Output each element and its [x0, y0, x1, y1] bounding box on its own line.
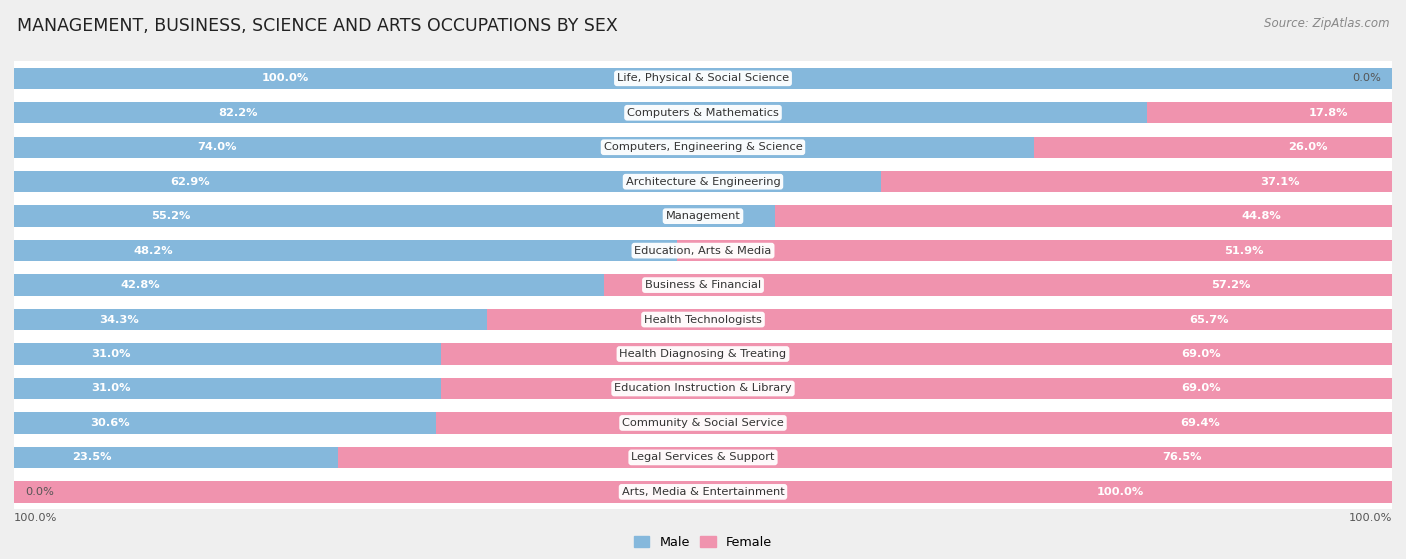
Bar	[14, 68, 1392, 89]
Text: Arts, Media & Entertainment: Arts, Media & Entertainment	[621, 487, 785, 497]
Text: 100.0%: 100.0%	[14, 513, 58, 523]
Text: 82.2%: 82.2%	[218, 108, 257, 118]
Text: 62.9%: 62.9%	[170, 177, 209, 187]
Text: 100.0%: 100.0%	[1097, 487, 1144, 497]
Bar	[14, 309, 486, 330]
Text: 42.8%: 42.8%	[120, 280, 160, 290]
Text: MANAGEMENT, BUSINESS, SCIENCE AND ARTS OCCUPATIONS BY SEX: MANAGEMENT, BUSINESS, SCIENCE AND ARTS O…	[17, 17, 617, 35]
Bar	[14, 337, 1392, 371]
Text: 69.4%: 69.4%	[1180, 418, 1220, 428]
Text: 100.0%: 100.0%	[262, 73, 309, 83]
Bar	[441, 378, 1392, 399]
Text: 65.7%: 65.7%	[1189, 315, 1229, 325]
Bar	[14, 274, 603, 296]
Text: Business & Financial: Business & Financial	[645, 280, 761, 290]
Text: 44.8%: 44.8%	[1241, 211, 1281, 221]
Text: 100.0%: 100.0%	[1348, 513, 1392, 523]
Text: 34.3%: 34.3%	[100, 315, 139, 325]
Bar	[14, 164, 1392, 199]
Text: Legal Services & Support: Legal Services & Support	[631, 452, 775, 462]
Text: 31.0%: 31.0%	[91, 349, 131, 359]
Bar	[14, 268, 1392, 302]
Text: Computers, Engineering & Science: Computers, Engineering & Science	[603, 142, 803, 152]
Bar	[14, 206, 775, 227]
Bar	[14, 343, 441, 364]
Bar	[14, 199, 1392, 234]
Text: 31.0%: 31.0%	[91, 383, 131, 394]
Bar	[676, 240, 1392, 261]
Text: Health Technologists: Health Technologists	[644, 315, 762, 325]
Bar	[880, 171, 1392, 192]
Bar	[14, 234, 1392, 268]
Text: 74.0%: 74.0%	[198, 142, 238, 152]
Bar	[14, 96, 1392, 130]
Bar	[14, 130, 1392, 164]
Bar	[1147, 102, 1392, 124]
Text: 55.2%: 55.2%	[150, 211, 190, 221]
Text: Computers & Mathematics: Computers & Mathematics	[627, 108, 779, 118]
Text: 76.5%: 76.5%	[1163, 452, 1202, 462]
Bar	[14, 413, 436, 434]
Text: 0.0%: 0.0%	[25, 487, 53, 497]
Bar	[14, 475, 1392, 509]
Text: 69.0%: 69.0%	[1181, 383, 1220, 394]
Bar	[603, 274, 1392, 296]
Text: 37.1%: 37.1%	[1260, 177, 1301, 187]
Bar	[441, 343, 1392, 364]
Bar	[14, 61, 1392, 96]
Bar	[486, 309, 1392, 330]
Bar	[337, 447, 1392, 468]
Bar	[14, 171, 880, 192]
Text: Community & Social Service: Community & Social Service	[621, 418, 785, 428]
Text: 26.0%: 26.0%	[1288, 142, 1327, 152]
Text: 23.5%: 23.5%	[72, 452, 112, 462]
Text: 0.0%: 0.0%	[1353, 73, 1381, 83]
Text: Source: ZipAtlas.com: Source: ZipAtlas.com	[1264, 17, 1389, 30]
Bar	[14, 136, 1033, 158]
Bar	[14, 102, 1147, 124]
Text: Life, Physical & Social Science: Life, Physical & Social Science	[617, 73, 789, 83]
Text: 48.2%: 48.2%	[134, 245, 173, 255]
Bar	[14, 447, 337, 468]
Text: 69.0%: 69.0%	[1181, 349, 1220, 359]
Text: 17.8%: 17.8%	[1309, 108, 1348, 118]
Bar	[14, 378, 441, 399]
Bar	[1033, 136, 1392, 158]
Text: Education, Arts & Media: Education, Arts & Media	[634, 245, 772, 255]
Bar	[14, 406, 1392, 440]
Text: Management: Management	[665, 211, 741, 221]
Text: 57.2%: 57.2%	[1211, 280, 1250, 290]
Bar	[14, 240, 678, 261]
Text: 30.6%: 30.6%	[90, 418, 129, 428]
Text: 51.9%: 51.9%	[1223, 245, 1263, 255]
Bar	[14, 440, 1392, 475]
Bar	[14, 481, 1392, 503]
Bar	[14, 302, 1392, 337]
Bar	[775, 206, 1392, 227]
Text: Architecture & Engineering: Architecture & Engineering	[626, 177, 780, 187]
Text: Education Instruction & Library: Education Instruction & Library	[614, 383, 792, 394]
Legend: Male, Female: Male, Female	[634, 536, 772, 549]
Bar	[14, 371, 1392, 406]
Bar	[436, 413, 1392, 434]
Text: Health Diagnosing & Treating: Health Diagnosing & Treating	[620, 349, 786, 359]
